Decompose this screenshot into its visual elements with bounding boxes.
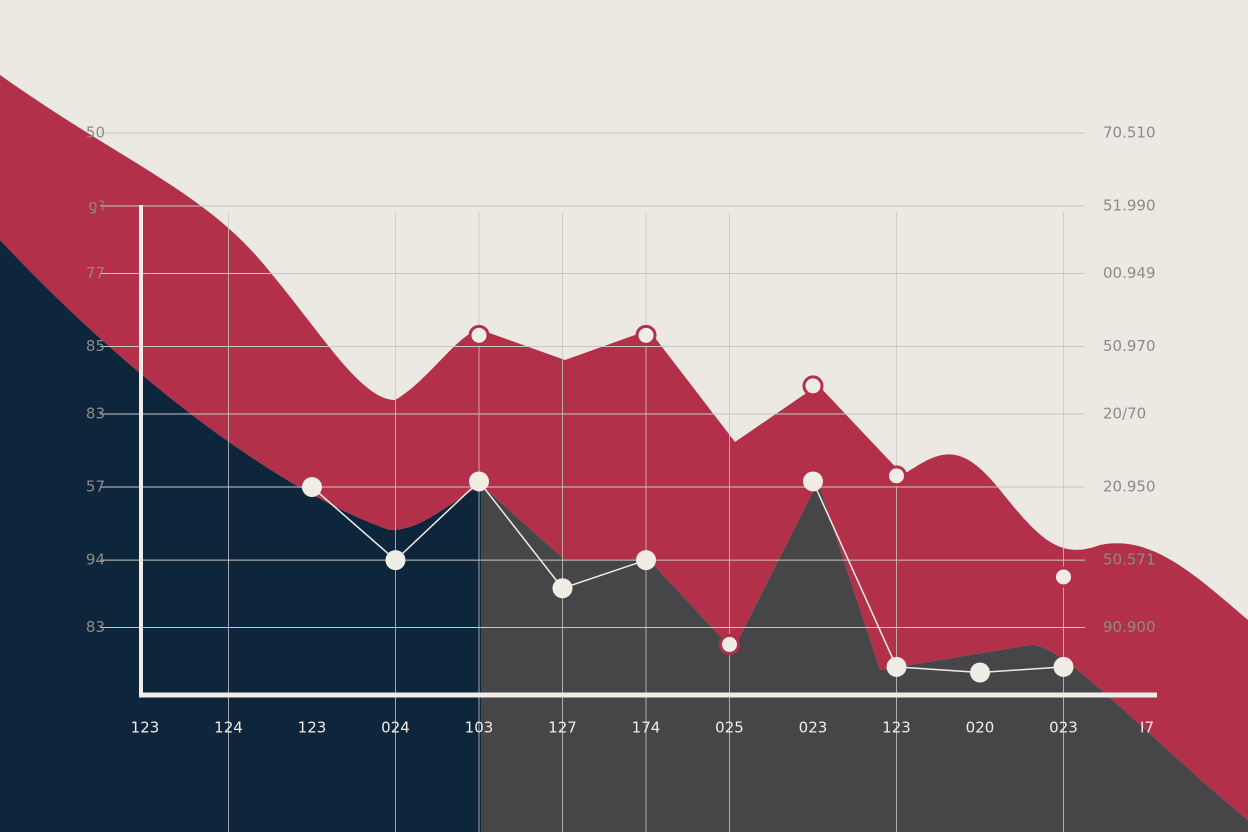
point: [886, 656, 907, 677]
point: [469, 471, 489, 492]
x-tick-label: 127: [548, 719, 577, 737]
y-tick-label: 85: [86, 337, 105, 355]
y-tick-label: 50: [86, 124, 105, 142]
x-tick-label: 123: [882, 719, 911, 737]
ring-point: [635, 324, 657, 346]
x-tick-label: 103: [465, 719, 494, 737]
y2-tick-label: 50.970: [1103, 337, 1156, 355]
y2-tick-label: 90.900: [1103, 618, 1156, 636]
point: [385, 550, 406, 571]
x-tick-label: 023: [1049, 719, 1078, 737]
y2-tick-label: 20.950: [1103, 478, 1156, 496]
grid: 50 ƍ˥ 77 85 83 57 94 83 70.510 51.990 00.949 50.970…: [86, 124, 1157, 832]
gray-area: [481, 482, 1248, 832]
ring-point: [886, 465, 907, 487]
y-tick-label: 83: [86, 405, 105, 423]
y-tick-label: 83: [86, 618, 105, 636]
ring-point: [1053, 566, 1074, 588]
x-tick-label: 020: [966, 719, 995, 737]
x-tick-label: 123: [131, 719, 160, 737]
y2-tick-label: 00.949: [1103, 264, 1156, 282]
red-band: [0, 75, 1248, 832]
y2-tick-label: 20/70: [1103, 405, 1146, 423]
point: [636, 550, 656, 571]
ring-point: [468, 324, 490, 346]
y-tick-label: 94: [86, 551, 105, 569]
y-tick-label: ƍ˥: [88, 197, 105, 215]
y-tick-label: 57: [86, 478, 105, 496]
x-tick-label: 023: [799, 719, 828, 737]
y2-tick-label: 50.571: [1103, 551, 1156, 569]
ring-point: [802, 375, 824, 397]
point: [552, 578, 573, 599]
y2-tick-label: 51.990: [1103, 197, 1156, 215]
x-tick-label: 174: [632, 719, 661, 737]
x-tick-label: 123: [298, 719, 327, 737]
x-tick-label: 025: [715, 719, 744, 737]
x-tick-label: I7: [1140, 719, 1154, 737]
y2-tick-label: 70.510: [1103, 124, 1156, 142]
point: [302, 477, 322, 498]
ring-point: [719, 633, 740, 655]
x-tick-label: 024: [381, 719, 410, 737]
y-tick-label: 77: [86, 264, 105, 282]
point: [1053, 656, 1074, 677]
navy-area: [0, 240, 481, 832]
point: [970, 662, 990, 683]
point: [803, 471, 823, 492]
marks: [302, 324, 1074, 683]
x-tick-label: 124: [214, 719, 243, 737]
